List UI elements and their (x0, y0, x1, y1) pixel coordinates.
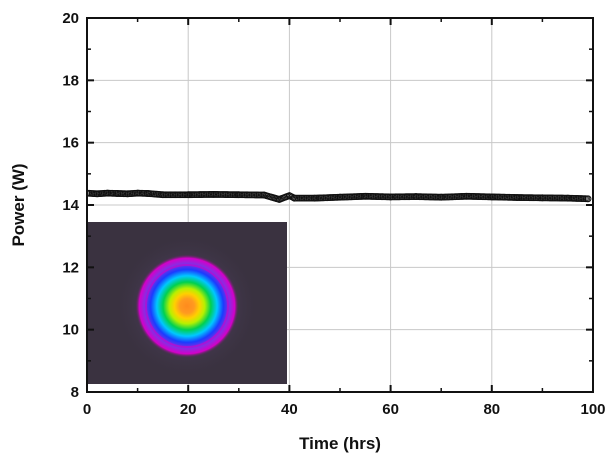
y-axis-label: Power (W) (9, 163, 28, 246)
axis-ticks: 0 20 40 60 80 100 8 10 12 14 16 18 20 (62, 10, 605, 418)
data-point (584, 195, 592, 203)
x-tick-label: 60 (382, 401, 399, 418)
data-point (387, 193, 395, 201)
data-point (184, 191, 192, 199)
data-point (87, 189, 91, 197)
data-point (336, 193, 344, 201)
y-tick-label: 16 (62, 135, 79, 152)
grid (87, 18, 593, 392)
data-point (113, 190, 121, 197)
data-point (210, 190, 217, 198)
data-point (412, 193, 420, 201)
data-point (488, 193, 496, 201)
inset-beam-spot (135, 254, 239, 358)
data-point (291, 194, 298, 202)
data-point (361, 192, 369, 200)
x-axis-label: Time (hrs) (299, 434, 381, 453)
data-point (134, 189, 142, 197)
data-point (513, 194, 521, 201)
data-point (159, 191, 167, 199)
y-tick-label: 8 (71, 384, 79, 401)
data-point (103, 189, 111, 197)
data-point (564, 194, 572, 202)
data-point (437, 193, 445, 201)
data-point (311, 194, 319, 202)
series-group (87, 189, 592, 203)
data-point (144, 190, 152, 197)
data-point (463, 192, 470, 200)
y-tick-label: 18 (62, 72, 79, 89)
inset-ring (145, 264, 229, 348)
y-tick-label: 20 (62, 10, 79, 27)
inset-beam-profile (87, 222, 287, 384)
x-tick-label: 20 (180, 401, 197, 418)
data-point (93, 190, 101, 198)
x-tick-label: 100 (580, 401, 605, 418)
data-point (538, 194, 546, 202)
y-tick-label: 10 (62, 322, 79, 339)
data-point (235, 191, 243, 199)
x-tick-label: 80 (483, 401, 500, 418)
y-tick-label: 14 (62, 197, 79, 214)
x-tick-label: 0 (83, 401, 91, 418)
x-tick-label: 40 (281, 401, 298, 418)
data-point (124, 190, 131, 198)
y-tick-label: 12 (62, 259, 79, 276)
data-point (260, 191, 268, 199)
data-point (275, 195, 283, 203)
